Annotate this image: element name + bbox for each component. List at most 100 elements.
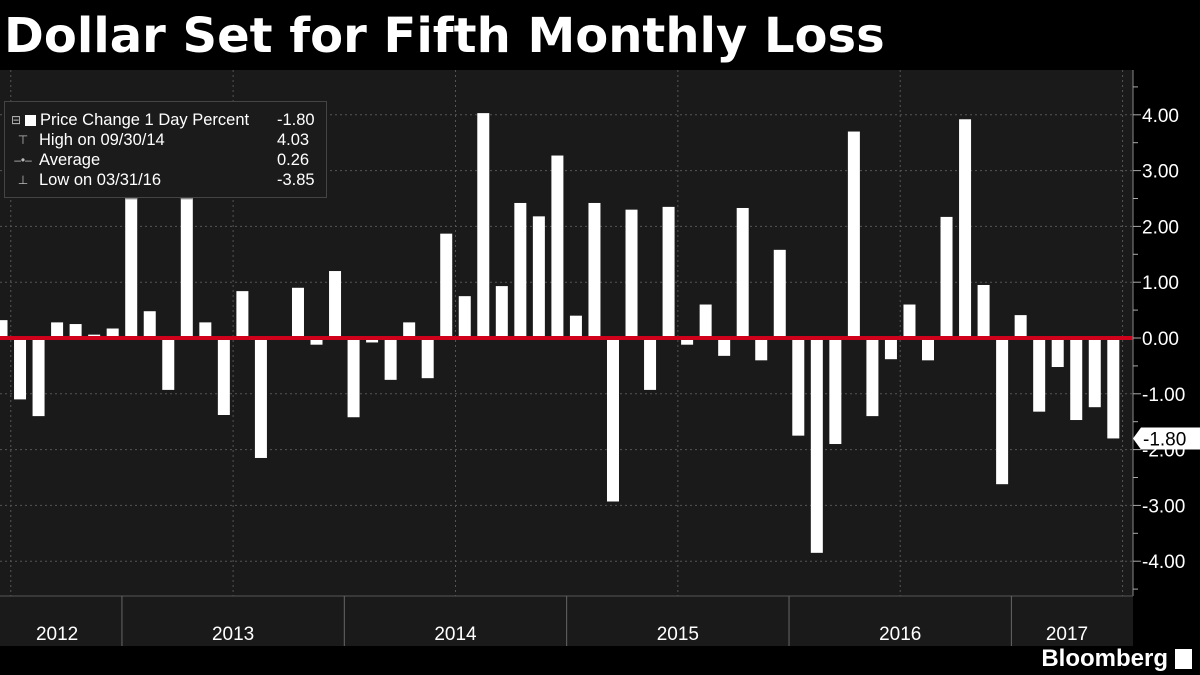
bar bbox=[829, 338, 842, 445]
bar bbox=[347, 338, 360, 418]
series-swatch-icon bbox=[25, 115, 36, 126]
legend-high-label: High on 09/30/14 bbox=[39, 131, 165, 149]
bar bbox=[699, 304, 712, 338]
y-tick-label: 1.00 bbox=[1142, 273, 1179, 294]
legend-low-value: -3.85 bbox=[277, 171, 315, 189]
bar bbox=[606, 338, 619, 502]
axis-panel bbox=[1133, 70, 1200, 646]
bar bbox=[440, 233, 453, 338]
bar bbox=[199, 322, 212, 338]
bar bbox=[1070, 338, 1083, 421]
low-marker-icon: ⊥ bbox=[17, 173, 29, 187]
bar bbox=[755, 338, 768, 361]
bar bbox=[996, 338, 1009, 485]
chart-title: Dollar Set for Fifth Monthly Loss bbox=[4, 8, 885, 64]
y-tick-label: 3.00 bbox=[1142, 162, 1179, 183]
bar bbox=[329, 271, 342, 338]
bar bbox=[532, 216, 545, 338]
legend-average-value: 0.26 bbox=[277, 151, 310, 169]
bar bbox=[180, 187, 193, 338]
bar bbox=[1033, 338, 1046, 412]
x-axis: 2012 2013 2014 2015 2016 2017 bbox=[0, 595, 1133, 646]
x-tick-label: 2012 bbox=[36, 624, 78, 645]
gridlines bbox=[0, 70, 1133, 596]
bar bbox=[217, 338, 230, 416]
average-marker-icon: ‒•‒ bbox=[14, 153, 32, 167]
bar bbox=[1088, 338, 1101, 408]
x-tick-label: 2015 bbox=[657, 624, 699, 645]
y-tick-label: -3.00 bbox=[1142, 496, 1185, 517]
legend-series-value: -1.80 bbox=[277, 111, 315, 129]
bar bbox=[421, 338, 434, 379]
bar bbox=[884, 338, 897, 360]
bar bbox=[32, 338, 45, 417]
last-value-label: -1.80 bbox=[1143, 429, 1186, 450]
last-value-indicator: -1.80 bbox=[1133, 427, 1200, 450]
legend-average: ‒•‒ Average 0.26 bbox=[5, 150, 326, 170]
y-tick-label: -1.00 bbox=[1142, 385, 1185, 406]
bar bbox=[922, 338, 934, 361]
bar bbox=[51, 322, 64, 338]
bar bbox=[403, 322, 416, 338]
collapse-icon[interactable]: ⊟ bbox=[11, 113, 22, 127]
bloomberg-chart-icon bbox=[1175, 649, 1192, 669]
legend-low: ⊥ Low on 03/31/16 -3.85 bbox=[5, 170, 326, 190]
bar bbox=[162, 338, 175, 390]
bar bbox=[940, 216, 953, 338]
bar bbox=[106, 328, 119, 338]
bar bbox=[458, 296, 471, 338]
bar bbox=[1051, 338, 1064, 368]
bar bbox=[1014, 315, 1027, 338]
bar bbox=[773, 249, 786, 338]
legend-series-label: Price Change 1 Day Percent bbox=[40, 111, 250, 129]
high-marker-icon: ⊤ bbox=[17, 133, 29, 147]
bar bbox=[903, 304, 916, 338]
bar bbox=[69, 324, 82, 338]
bar bbox=[681, 338, 694, 345]
bar bbox=[384, 338, 397, 380]
bar bbox=[551, 155, 564, 338]
bar bbox=[792, 338, 805, 436]
bar bbox=[143, 311, 156, 338]
y-tick-label: 4.00 bbox=[1142, 106, 1179, 127]
bar bbox=[718, 338, 731, 356]
bar bbox=[236, 291, 249, 338]
bar bbox=[625, 209, 638, 338]
bar bbox=[644, 338, 657, 390]
bar bbox=[477, 113, 490, 338]
bar bbox=[366, 338, 379, 343]
y-tick-label: 2.00 bbox=[1142, 217, 1179, 238]
last-value-pointer bbox=[1133, 427, 1200, 450]
bars bbox=[0, 113, 1120, 553]
bar bbox=[495, 286, 508, 338]
bar bbox=[977, 284, 990, 338]
y-tick-label: 0.00 bbox=[1142, 329, 1179, 350]
x-tick-label: 2013 bbox=[212, 624, 254, 645]
bar bbox=[736, 207, 749, 338]
x-tick-label: 2016 bbox=[879, 624, 921, 645]
bar bbox=[588, 202, 601, 338]
x-tick-label: 2017 bbox=[1046, 624, 1088, 645]
bar bbox=[662, 206, 675, 338]
bar bbox=[125, 187, 138, 338]
bloomberg-logo: Bloomberg bbox=[1041, 645, 1168, 672]
bar bbox=[866, 338, 879, 417]
bar bbox=[291, 287, 304, 338]
bar bbox=[514, 202, 527, 338]
bar bbox=[569, 315, 582, 338]
legend-high-value: 4.03 bbox=[277, 131, 310, 149]
bar bbox=[310, 338, 323, 345]
bar bbox=[14, 338, 27, 400]
bar bbox=[847, 131, 860, 338]
bar bbox=[959, 119, 972, 338]
bar bbox=[254, 338, 267, 458]
legend-high: ⊤ High on 09/30/14 4.03 bbox=[5, 130, 326, 150]
bar bbox=[1107, 338, 1120, 439]
legend-series: ⊟ Price Change 1 Day Percent -1.80 bbox=[5, 110, 326, 130]
legend-average-label: Average bbox=[39, 151, 101, 169]
y-tick-label: -4.00 bbox=[1142, 552, 1185, 573]
bar bbox=[810, 338, 823, 553]
x-tick-label: 2014 bbox=[434, 624, 477, 645]
legend-low-label: Low on 03/31/16 bbox=[39, 171, 162, 189]
